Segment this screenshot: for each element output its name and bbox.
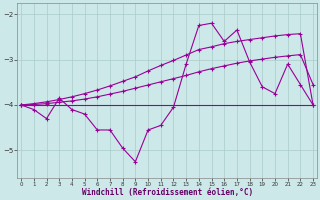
X-axis label: Windchill (Refroidissement éolien,°C): Windchill (Refroidissement éolien,°C) bbox=[82, 188, 253, 197]
